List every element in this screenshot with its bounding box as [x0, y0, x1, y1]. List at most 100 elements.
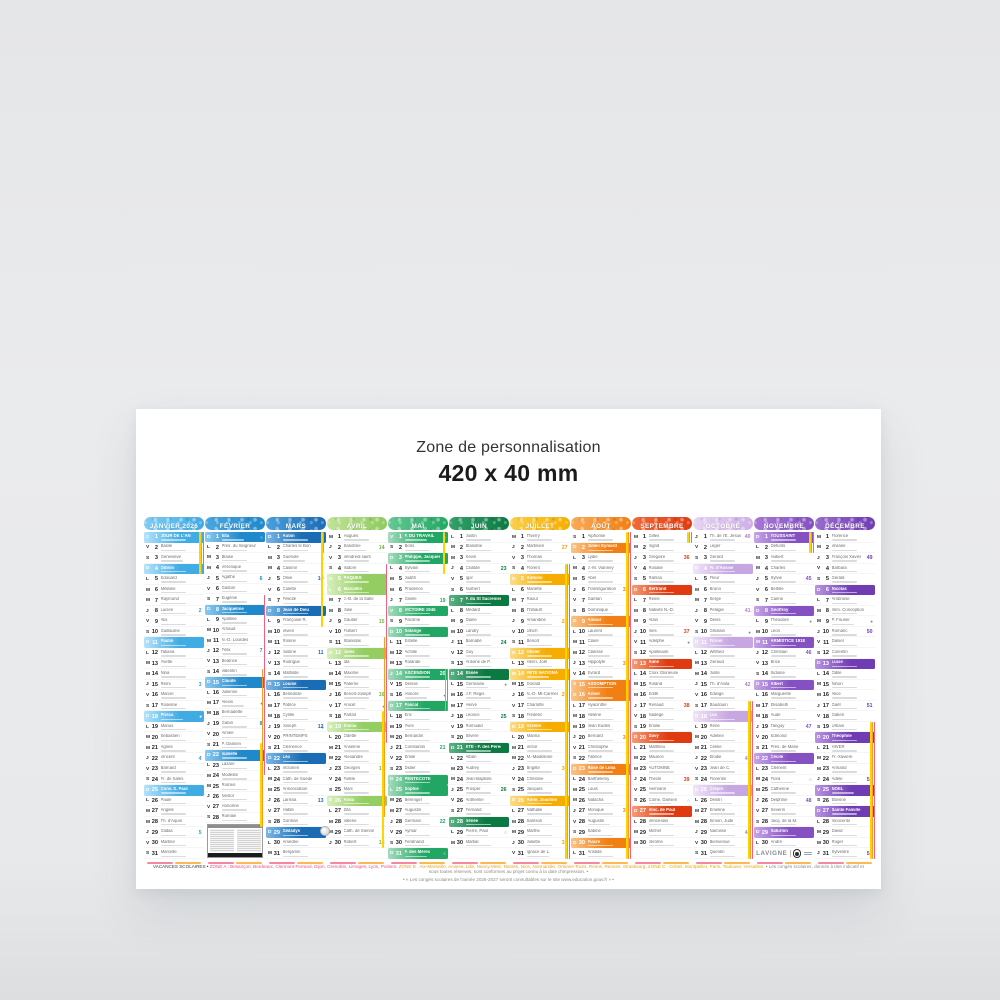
- day-letter: S: [512, 566, 516, 572]
- day-name-wrap: Nathalie: [526, 808, 569, 815]
- day-number: 18: [578, 713, 585, 720]
- day-number: 6: [276, 587, 280, 593]
- day-name-wrap: Marcelle: [160, 850, 203, 858]
- day-letter: M: [512, 682, 516, 688]
- day-letter: J: [634, 777, 637, 783]
- day-name-wrap: Th. d'Aquin: [160, 819, 203, 826]
- day-cell: M 22 Alexandre: [327, 753, 387, 764]
- day-cell: D 13 Aimé: [632, 658, 692, 670]
- day-name-wrap: Edmond: [770, 734, 813, 741]
- day-name-wrap: Cyrille: [282, 713, 325, 720]
- day-microtext: [221, 591, 248, 593]
- day-name-wrap: Lazare: [221, 762, 264, 770]
- day-microtext: [404, 729, 431, 731]
- week-number: 34: [623, 735, 629, 741]
- day-number: 9: [398, 618, 402, 625]
- day-cell: V 29 Aymar: [388, 827, 448, 838]
- day-letter: L: [756, 692, 759, 698]
- day-cell: S 17 Roseline: [144, 701, 204, 712]
- day-cell: M 14 Juste: [693, 669, 753, 680]
- day-microtext: [404, 634, 431, 636]
- day-name-wrap: Ida: [343, 660, 386, 668]
- day-microtext: [282, 591, 309, 594]
- saint-name: Défunts: [770, 544, 786, 549]
- day-number: 2: [398, 544, 402, 551]
- day-number: 28: [273, 819, 280, 826]
- day-number: 11: [213, 638, 219, 645]
- saint-name: François Xavier: [831, 555, 862, 560]
- day-number: 15: [395, 681, 402, 688]
- saint-name: Christine: [526, 776, 544, 781]
- day-microtext: [648, 697, 675, 699]
- day-number: 28: [578, 819, 585, 826]
- saint-name: Félix: [221, 648, 231, 653]
- day-cell: V 9 Denis: [693, 616, 753, 627]
- day-letter: V: [573, 671, 577, 677]
- day-letter: M: [390, 798, 394, 804]
- saint-name: Delphine: [770, 797, 788, 802]
- saint-name: Vinc. de Paul: [648, 808, 676, 813]
- saint-name: Fleur: [709, 576, 720, 581]
- day-microtext: [831, 739, 858, 741]
- day-name-wrap: Venceslas: [648, 819, 691, 826]
- microtext-chunk: [846, 861, 872, 864]
- day-name-wrap: Clotilde: [465, 566, 508, 573]
- day-name-wrap: Gilles: [648, 534, 691, 541]
- day-cell: S 12 Apollinaire: [632, 648, 692, 659]
- day-name-wrap: Évrard: [587, 671, 630, 678]
- day-letter: M: [817, 692, 821, 698]
- saint-name: Transfiguration: [587, 586, 617, 591]
- day-microtext: [404, 581, 431, 583]
- day-microtext: [282, 539, 309, 541]
- day-letter: M: [207, 784, 211, 790]
- legend-segment: VACANCES SCOLAIRES •: [153, 863, 210, 869]
- day-cell: L 13 Henri, Joël: [510, 659, 570, 670]
- day-number: 30: [639, 840, 646, 847]
- saint-name: Antoine de P.: [465, 660, 491, 665]
- day-microtext: [770, 655, 797, 657]
- day-number: 6: [154, 587, 158, 593]
- day-number: 20: [700, 734, 707, 741]
- saint-name: Lucien: [160, 607, 174, 612]
- day-number: 31: [578, 850, 585, 857]
- day-number: 20: [212, 731, 219, 738]
- day-name-wrap: François Xavier: [831, 555, 874, 562]
- saint-name: Brigitte: [526, 765, 540, 770]
- day-microtext: [709, 591, 736, 594]
- day-name-wrap: Adelphe: [648, 639, 687, 647]
- day-letter: D: [573, 766, 577, 772]
- week-number: 45: [805, 576, 812, 583]
- saint-name: Renaud: [648, 702, 664, 707]
- day-number: 9: [825, 618, 829, 625]
- day-letter: J: [756, 798, 759, 804]
- day-name-wrap: Achille: [404, 650, 447, 657]
- month-name-label: JUILLET: [525, 523, 555, 530]
- day-name-wrap: Lydie: [587, 555, 630, 562]
- day-cell: V 30 Bienvenue: [693, 838, 753, 849]
- day-microtext: [343, 560, 370, 562]
- day-name-wrap: Armel: [587, 692, 630, 699]
- day-microtext: [648, 718, 675, 720]
- day-cell: V 20 Edmond: [754, 732, 814, 743]
- day-cell: M 28 Simon, Jude: [693, 817, 753, 828]
- day-microtext: [221, 559, 248, 562]
- day-microtext: [770, 602, 797, 604]
- day-number: 24: [151, 776, 158, 783]
- saint-name: Rosalie: [648, 565, 663, 570]
- month-header: MAI: [388, 517, 448, 530]
- day-name-wrap: Basile: [160, 544, 203, 552]
- day-cell: J 15 Th. d'Avila 42: [693, 680, 753, 691]
- saint-name: ASCENSION: [404, 671, 431, 676]
- day-number: 4: [337, 565, 341, 572]
- day-number: 17: [639, 703, 646, 710]
- day-letter: J: [695, 830, 698, 836]
- week-number: 36: [683, 555, 690, 562]
- day-name-wrap: Léa: [282, 755, 325, 763]
- school-holiday-stripe-zone-b: [445, 669, 447, 712]
- day-number: 11: [762, 639, 768, 646]
- day-microtext: [648, 602, 675, 604]
- day-number: 5: [215, 575, 219, 582]
- day-number: 5: [764, 576, 768, 583]
- saint-name: Annonciation: [282, 787, 308, 792]
